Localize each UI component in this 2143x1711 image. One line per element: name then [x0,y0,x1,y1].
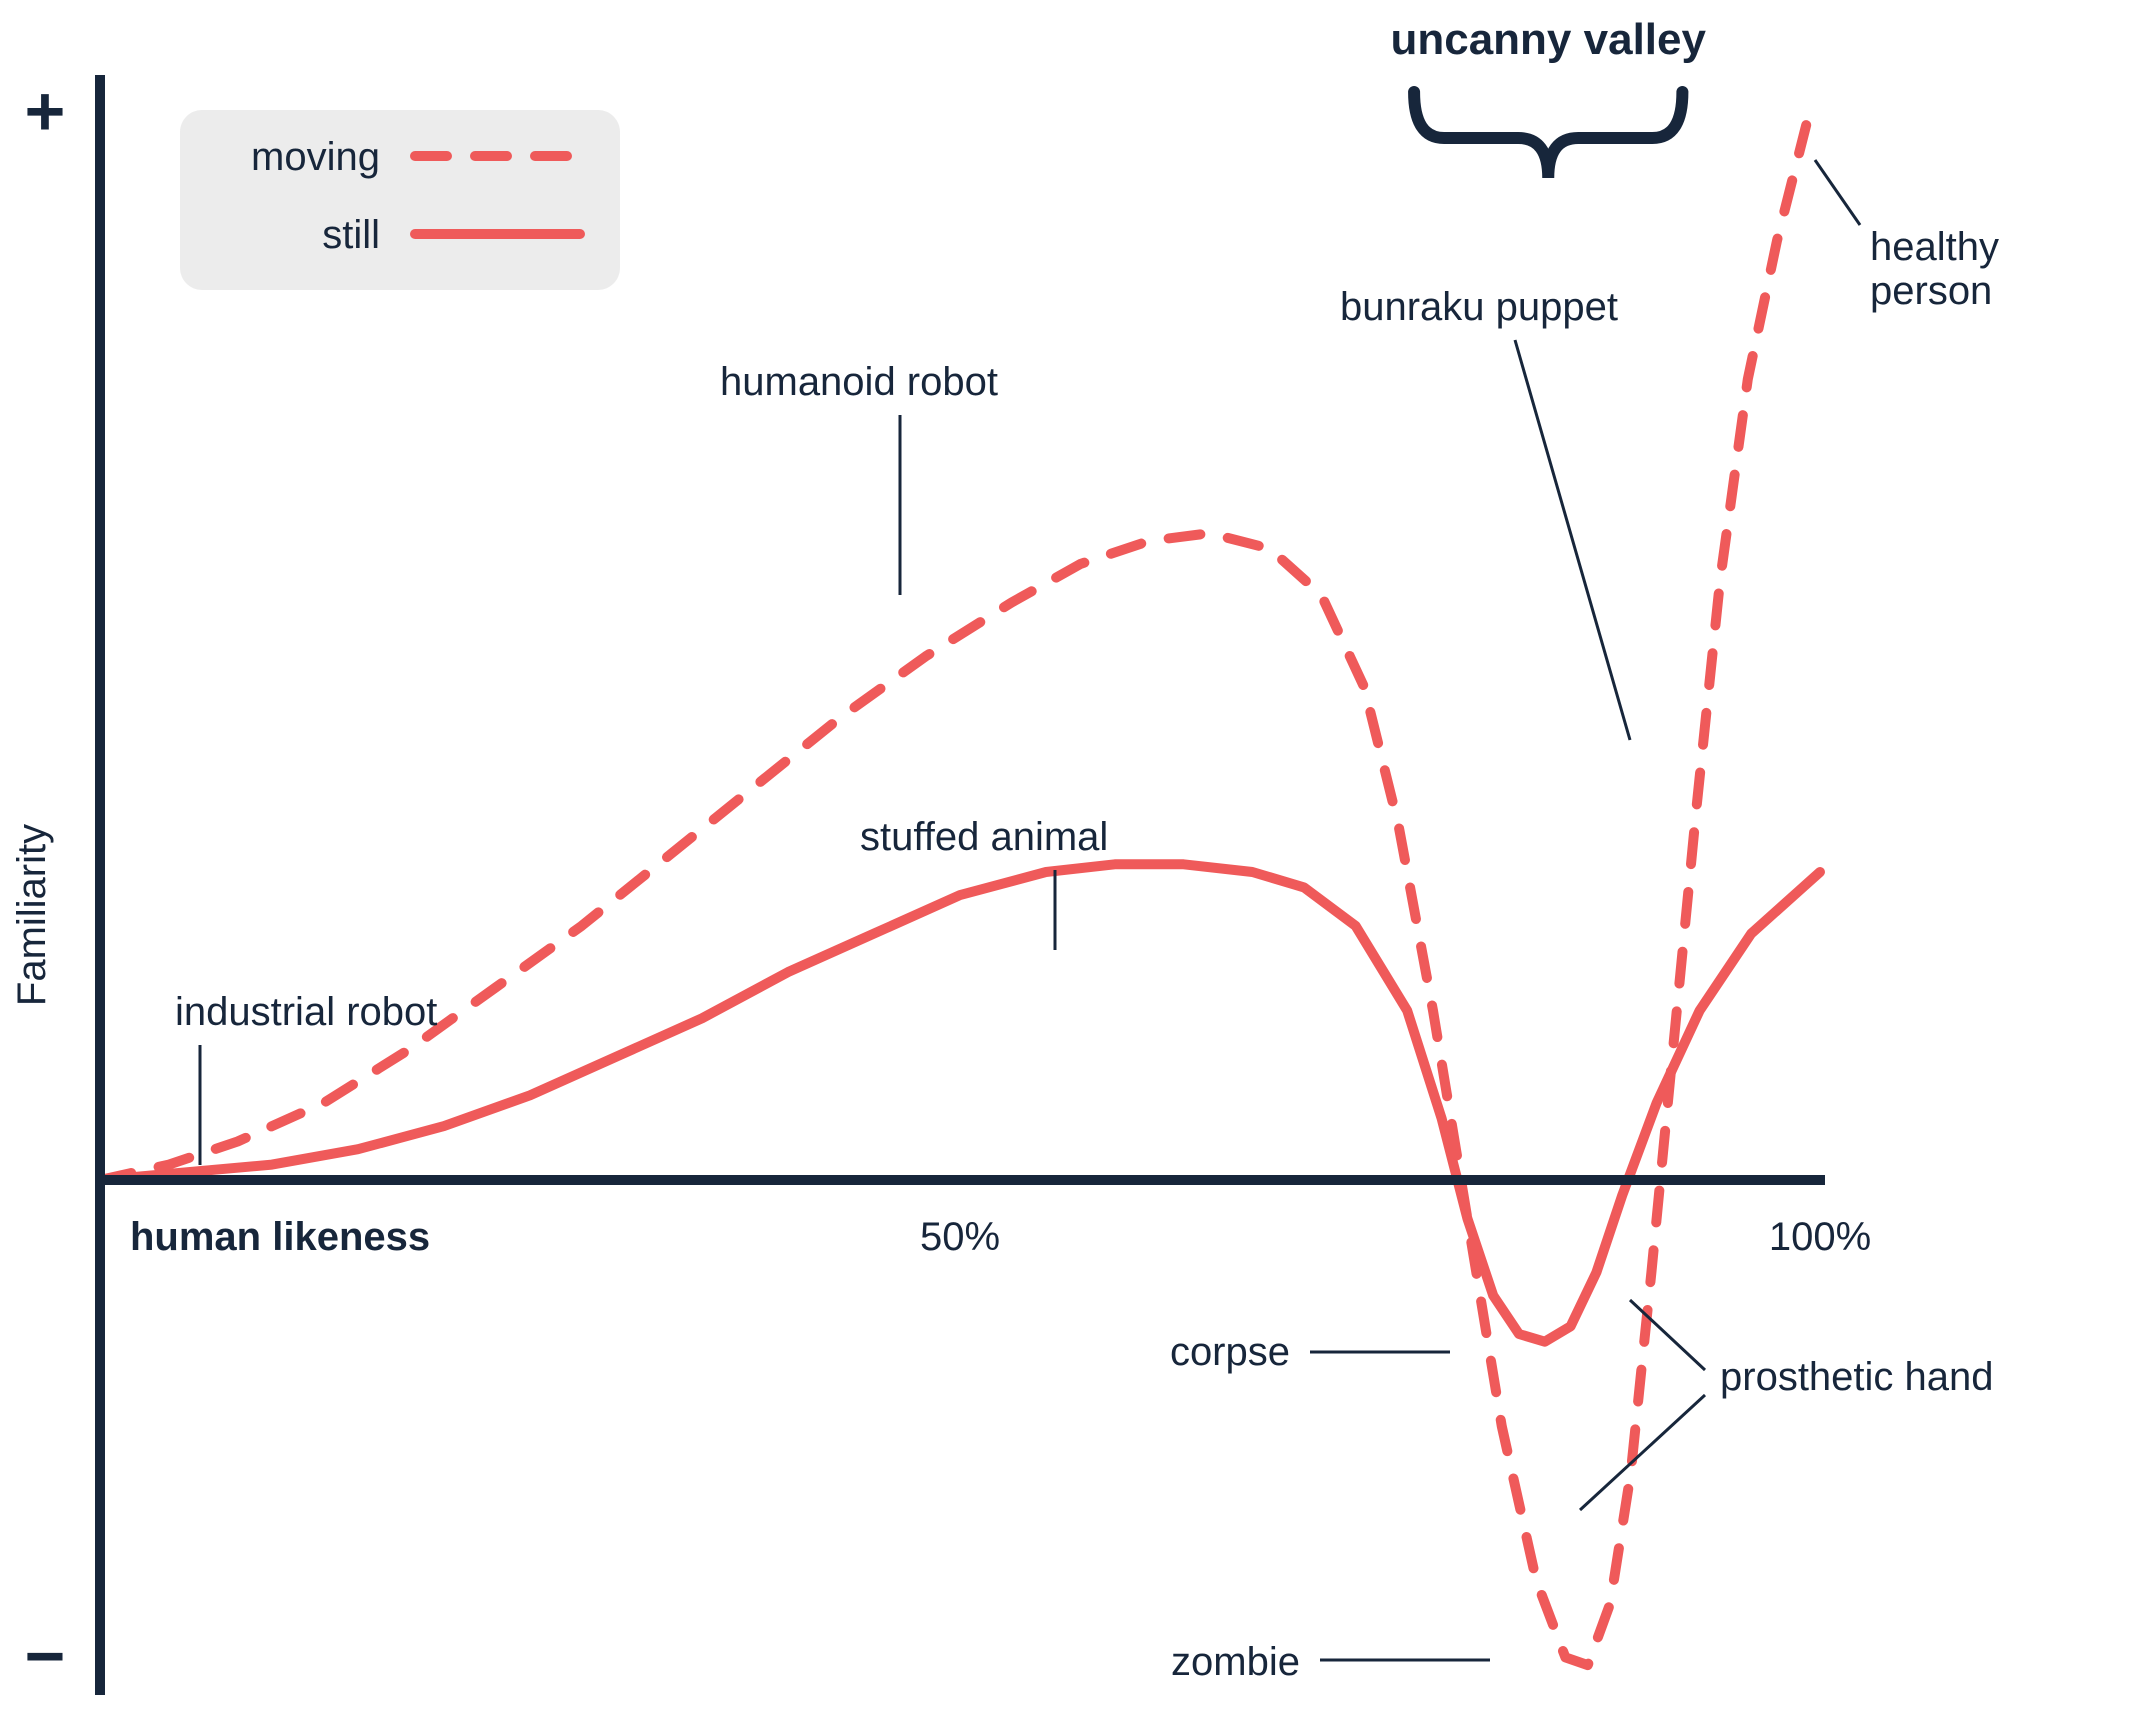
x-tick-label: 100% [1769,1215,1871,1259]
annotation-label-healthy-person: healthyperson [1870,225,1999,313]
uncanny-valley-label: uncanny valley [1390,15,1706,64]
legend-label-dashed: moving [251,135,380,179]
annotation-label-industrial-robot: industrial robot [175,990,437,1034]
annotation-label-stuffed-animal: stuffed animal [860,815,1108,859]
annotation-label-zombie: zombie [1171,1640,1300,1684]
y-plus-label: + [25,72,66,150]
annotation-label-corpse: corpse [1170,1330,1290,1374]
legend-bg [180,110,620,290]
x-tick-label: 50% [920,1215,1000,1259]
annotation-label-bunraku-puppet: bunraku puppet [1340,285,1618,329]
x-axis-title: human likeness [130,1215,430,1259]
legend-label-solid: still [322,213,380,257]
y-axis-title: Familiarity [10,824,54,1006]
chart-svg: + − Familiarity human likeness 50% 100% moving… [0,0,2143,1711]
y-minus-label: − [25,1617,66,1695]
uncanny-valley-chart: + − Familiarity human likeness 50% 100% moving… [0,0,2143,1711]
annotation-label-prosthetic-hand: prosthetic hand [1720,1355,1994,1399]
annotation-label-humanoid-robot: humanoid robot [720,360,998,404]
legend: moving still [180,110,620,290]
